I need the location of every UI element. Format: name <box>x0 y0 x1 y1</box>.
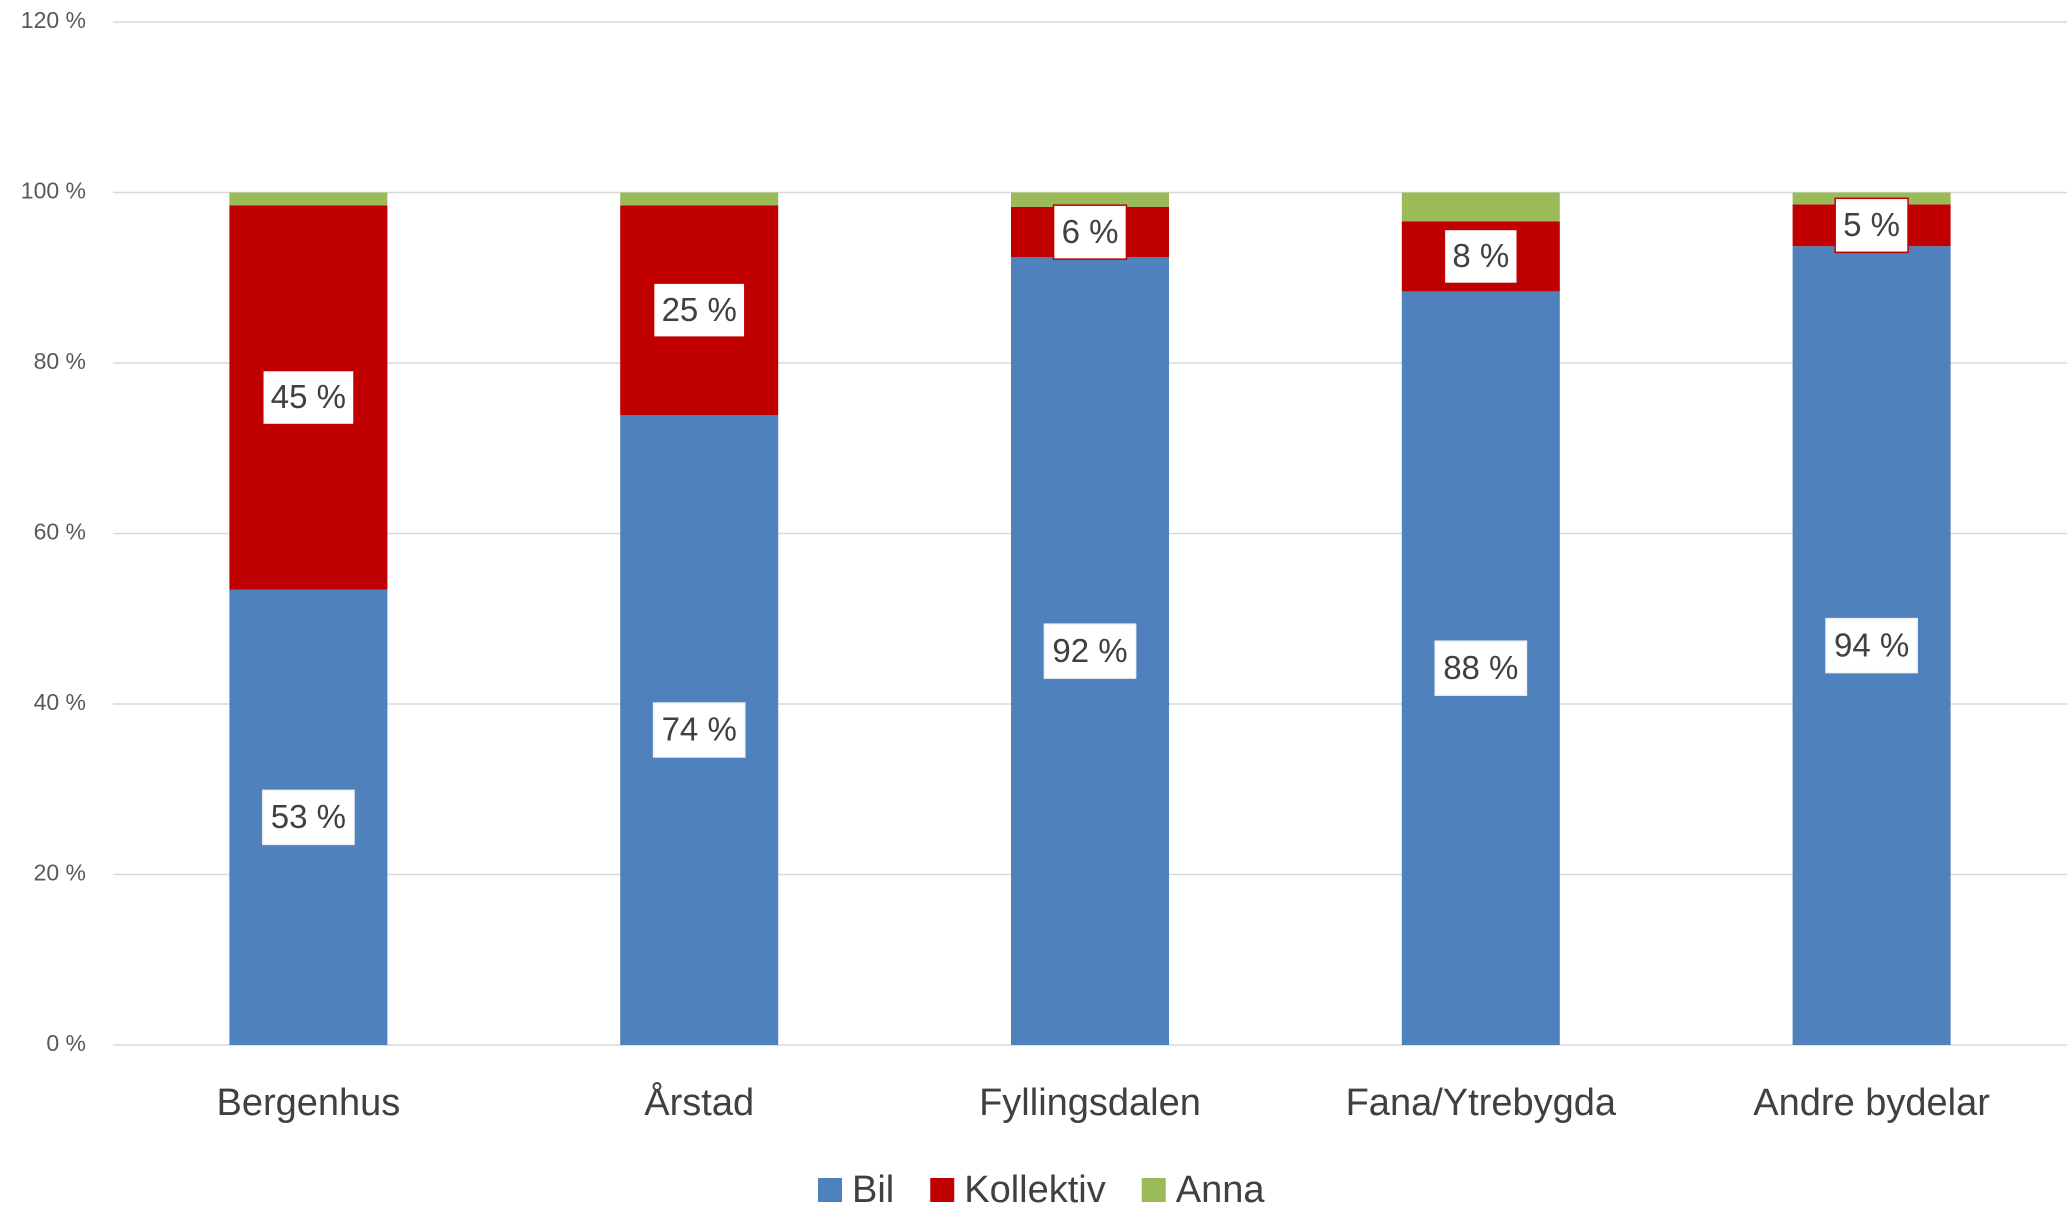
data-label-box <box>652 282 746 338</box>
bar-segment <box>1011 192 1169 207</box>
data-label-text: 6 % <box>1062 213 1119 250</box>
legend-label: Bil <box>852 1169 894 1210</box>
y-tick-label: 20 % <box>34 860 86 886</box>
data-label: 74 % <box>652 702 746 758</box>
data-label-text: 92 % <box>1052 632 1127 669</box>
bar-segment <box>620 192 779 206</box>
data-label: 25 % <box>652 282 746 338</box>
y-tick-label: 0 % <box>46 1030 86 1056</box>
legend-swatch <box>818 1178 842 1202</box>
data-label: 88 % <box>1434 640 1528 696</box>
y-tick-label: 40 % <box>34 689 86 715</box>
data-label: 94 % <box>1825 617 1918 674</box>
y-tick-label: 60 % <box>34 519 86 545</box>
x-tick-label: Bergenhus <box>216 1082 400 1124</box>
data-label-text: 53 % <box>271 798 346 835</box>
data-label: 45 % <box>262 369 355 426</box>
data-label-text: 8 % <box>1452 237 1509 274</box>
data-label-text: 5 % <box>1843 206 1900 243</box>
data-label-text: 88 % <box>1443 649 1518 686</box>
data-label: 92 % <box>1043 623 1137 679</box>
legend-swatch <box>930 1178 955 1202</box>
legend-label: Anna <box>1176 1169 1266 1210</box>
data-label-box <box>1825 617 1918 674</box>
data-label-box <box>1443 228 1518 285</box>
data-label: 8 % <box>1443 228 1518 285</box>
data-label-box <box>1052 204 1128 260</box>
data-label-text: 25 % <box>662 291 737 328</box>
data-label: 6 % <box>1052 204 1128 260</box>
legend-label: Kollektiv <box>964 1169 1106 1210</box>
data-label-text: 74 % <box>662 711 737 748</box>
data-label-text: 45 % <box>271 378 346 415</box>
data-label-box <box>262 369 355 426</box>
data-label-text: 94 % <box>1834 626 1909 663</box>
data-label-box <box>1434 640 1528 696</box>
x-tick-label: Fana/Ytrebygda <box>1346 1082 1617 1124</box>
bar-segment <box>1401 192 1560 222</box>
data-label-box <box>652 702 746 758</box>
legend-swatch <box>1141 1178 1166 1202</box>
x-tick-label: Fyllingsdalen <box>979 1082 1201 1124</box>
y-tick-label: 100 % <box>21 178 86 204</box>
data-label-box <box>1043 623 1137 679</box>
x-tick-label: Andre bydelar <box>1753 1082 1990 1124</box>
bar-segment <box>229 192 388 206</box>
y-tick-label: 80 % <box>34 348 86 374</box>
data-label-box <box>1834 197 1909 254</box>
data-label: 5 % <box>1834 197 1909 254</box>
data-label: 53 % <box>262 789 355 846</box>
x-tick-label: Årstad <box>644 1080 754 1124</box>
y-tick-label: 120 % <box>21 7 86 33</box>
data-label-box <box>262 789 355 846</box>
